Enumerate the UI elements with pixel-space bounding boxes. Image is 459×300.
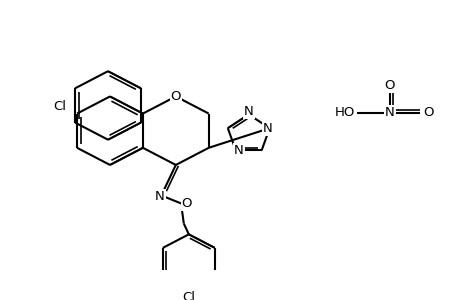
Text: O: O: [181, 197, 192, 210]
Text: N: N: [384, 106, 394, 119]
Text: Cl: Cl: [182, 291, 195, 300]
Text: N: N: [234, 144, 243, 157]
Text: N: N: [243, 105, 253, 118]
Text: Cl: Cl: [54, 100, 67, 113]
Text: O: O: [384, 79, 394, 92]
Text: N: N: [155, 190, 164, 203]
Text: HO: HO: [334, 106, 354, 119]
Text: O: O: [423, 106, 433, 119]
Text: N: N: [262, 122, 272, 135]
Text: O: O: [170, 90, 181, 103]
